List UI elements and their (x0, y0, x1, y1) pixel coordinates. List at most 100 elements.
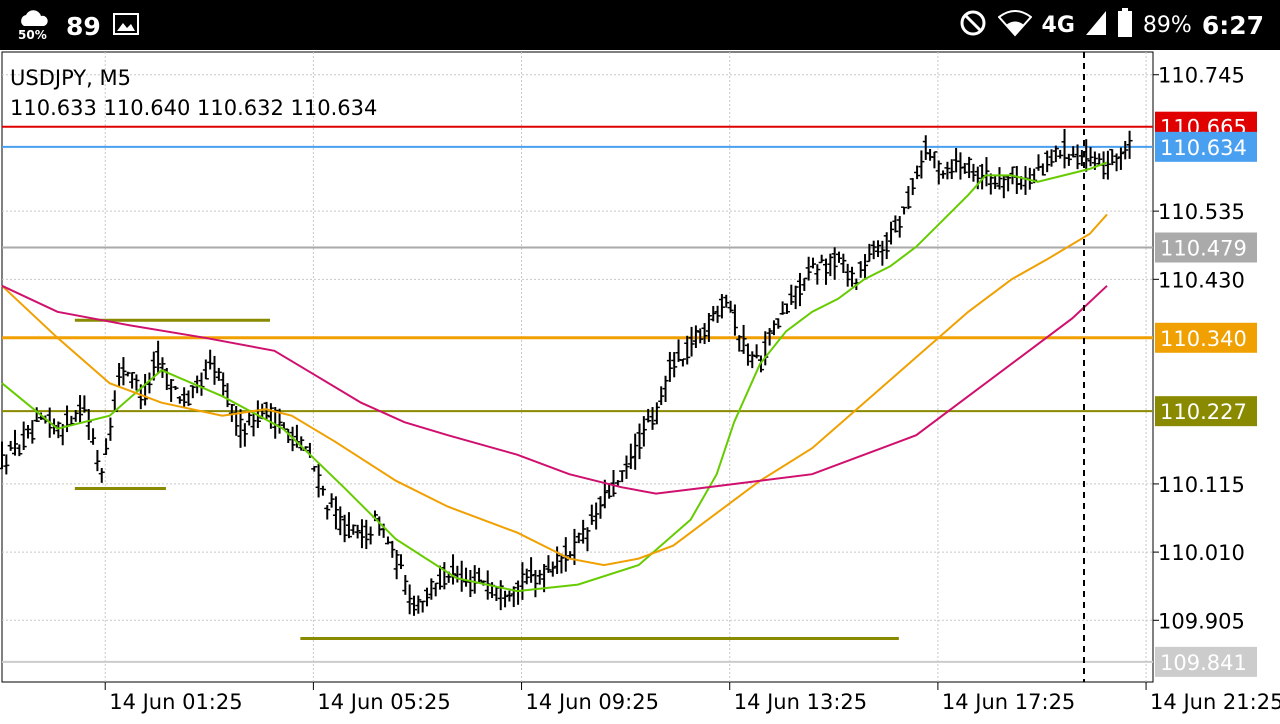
candle (866, 243, 873, 263)
candle (12, 429, 19, 456)
candle (701, 323, 708, 345)
candle (749, 351, 756, 369)
candle (415, 595, 422, 614)
candle (987, 173, 994, 195)
candle (0, 441, 5, 470)
candle (658, 386, 665, 406)
moving-average-line (1, 161, 1108, 593)
candle (610, 470, 617, 497)
candle (3, 454, 10, 475)
candle (823, 258, 830, 285)
candle (601, 479, 608, 509)
candle (1048, 149, 1055, 167)
candle (298, 436, 305, 451)
candle (901, 206, 908, 215)
candle (827, 253, 834, 277)
candle (476, 567, 483, 584)
candle (888, 221, 895, 245)
candle (536, 569, 543, 585)
x-tick-label: 14 Jun 17:25 (942, 690, 1075, 714)
candle (246, 410, 253, 426)
candle (862, 254, 869, 280)
candle (98, 467, 105, 483)
candle (792, 285, 799, 310)
candle (324, 505, 331, 520)
y-tick-label: 110.010 (1158, 541, 1245, 565)
candle (718, 294, 725, 319)
candle (506, 590, 513, 602)
candle (389, 540, 396, 558)
candle (332, 496, 339, 530)
price-tag-level-olive: 110.227 (1160, 400, 1247, 424)
candle (580, 519, 587, 544)
candle (840, 253, 847, 273)
candle (133, 374, 140, 391)
price-chart[interactable]: 110.745 110.535 110.430 110.115 110.010 109.9… (0, 50, 1280, 720)
candle (1117, 147, 1124, 170)
candle (883, 232, 890, 260)
candle (909, 178, 916, 196)
candle (653, 402, 660, 425)
candle (29, 420, 36, 444)
candle (237, 409, 244, 448)
candle (740, 324, 747, 354)
candle (593, 502, 600, 530)
candle (1126, 130, 1133, 159)
candle (81, 395, 88, 413)
candle (948, 159, 955, 180)
candle (996, 167, 1003, 190)
candle (1122, 140, 1129, 160)
candle (228, 404, 235, 422)
chart-area[interactable]: 110.745 110.535 110.430 110.115 110.010 109.9… (0, 50, 1280, 720)
candle (554, 546, 561, 575)
candle (649, 407, 656, 430)
weather-icon: 50% (18, 8, 54, 44)
candle (124, 371, 131, 377)
candle (788, 284, 795, 305)
candle (77, 395, 84, 423)
candle (705, 313, 712, 342)
candle (1113, 153, 1120, 172)
y-tick-label: 110.115 (1158, 473, 1245, 497)
candle (753, 344, 760, 359)
candle (220, 372, 227, 396)
weather-percent: 50% (18, 28, 47, 42)
candle (584, 527, 591, 552)
candle (679, 358, 686, 367)
candle (727, 300, 734, 313)
candle (671, 352, 678, 378)
candle (1109, 148, 1116, 166)
y-tick-label: 110.535 (1158, 200, 1245, 224)
candle (831, 247, 838, 280)
candle (666, 351, 673, 382)
candle (905, 186, 912, 210)
candle (7, 440, 14, 451)
x-tick-label: 14 Jun 01:25 (109, 690, 242, 714)
candle (623, 455, 630, 479)
candle (94, 449, 101, 472)
candle (1074, 144, 1081, 170)
candle (914, 165, 921, 180)
candle (844, 263, 851, 287)
x-tick-label: 14 Jun 09:25 (526, 690, 659, 714)
candle (836, 251, 843, 263)
candle (688, 326, 695, 357)
candle (263, 401, 270, 420)
moving-average-line (1, 213, 1108, 567)
candle (397, 554, 404, 570)
candle (341, 514, 348, 543)
candle (532, 570, 539, 598)
candle (549, 561, 556, 577)
candle (211, 355, 218, 385)
candle (875, 240, 882, 258)
candle (606, 483, 613, 499)
candle (818, 254, 825, 264)
candle (315, 464, 322, 498)
candle (731, 304, 738, 336)
candle (90, 428, 97, 445)
candle (241, 423, 248, 447)
candle (627, 443, 634, 469)
candle (103, 438, 110, 456)
cell-signal-icon (1085, 10, 1107, 40)
candle (692, 325, 699, 349)
